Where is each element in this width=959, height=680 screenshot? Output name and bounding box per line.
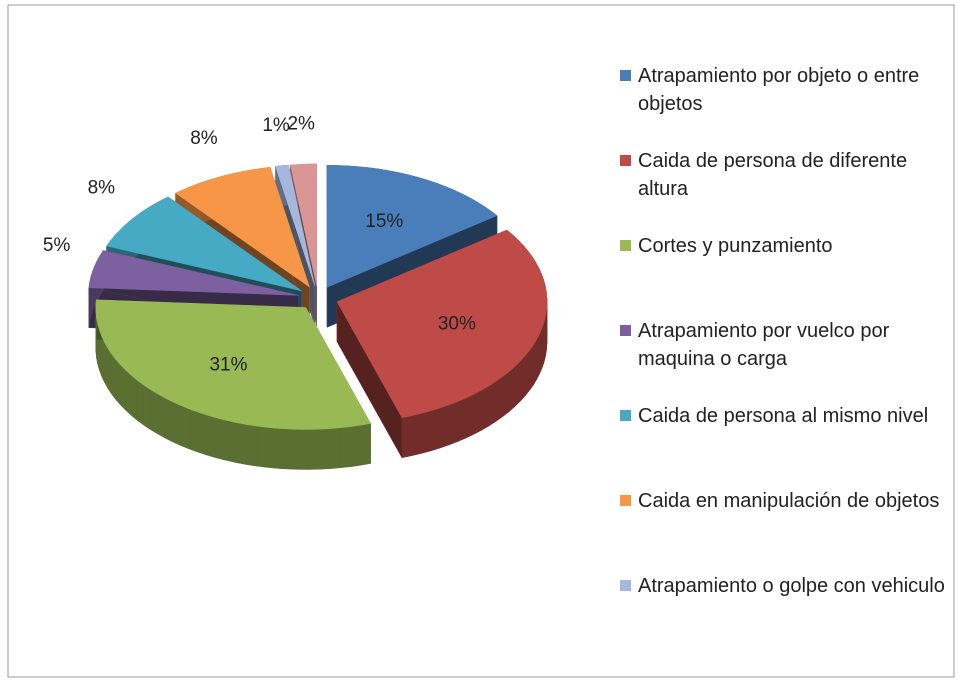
slice-side [143,384,151,430]
slice-top [336,229,548,418]
slice-side [298,429,310,470]
slice-side [115,358,121,406]
slice-side [533,338,537,387]
slice-side [104,341,108,388]
legend-label: Atrapamiento por vuelco por maquina o ca… [638,320,890,370]
slice-side [430,407,441,452]
slice-side [401,415,412,459]
slice-side [495,376,503,422]
slice-side [541,321,545,368]
slice-top [175,167,310,288]
legend-label: Atrapamiento por objeto o entre objetos [638,65,920,115]
slice-side [256,425,268,468]
slice-side [180,405,191,450]
slice-side [130,374,138,421]
data-label: 2% [287,113,315,134]
slice-side [448,401,458,446]
slice-side [287,428,299,470]
legend-entry: Atrapamiento por objeto o entre objetos [620,62,948,118]
slice-side [519,355,526,403]
legend-entry: Caida de persona de diferente altura [620,147,948,203]
legend-label: Caida en manipulación de objetos [638,490,940,512]
slice-side [236,422,247,465]
legend-entry: Caida en manipulación de objetos [620,487,948,515]
legend-label: Caida de persona de diferente altura [638,150,908,200]
data-label: 1% [262,115,290,136]
legend-swatch [620,495,631,506]
slice-side [360,423,371,466]
slice-side [411,413,422,457]
slice-side [136,379,144,426]
slice-side [524,349,530,397]
slice [336,229,548,459]
slice-side [539,327,543,374]
slice-side [246,424,258,467]
slice-side [536,333,540,380]
legend-entry: Atrapamiento por vuelco por maquina o ca… [620,317,948,373]
slice-side [439,404,450,449]
legend-swatch [620,70,631,81]
slice-side [329,427,341,469]
slice-top [106,196,302,292]
data-label: 31% [209,354,247,375]
slice-side [266,427,278,469]
slice-side [189,408,199,453]
legend-swatch [620,410,631,421]
slice-top [88,250,299,296]
slice-side [488,380,497,427]
slice-side [149,388,158,435]
slice-side [226,420,237,464]
slice-side [308,428,320,470]
legend-label: Atrapamiento o golpe con vehiculo [638,575,945,597]
slice-side [508,366,515,413]
legend-swatch [620,155,631,166]
legend-entry: Atrapamiento o golpe con vehiculo [620,572,948,600]
slice-side [481,385,490,431]
slice-top [290,163,317,287]
legend-label: Cortes y punzamiento [638,235,833,257]
slice-top [95,299,371,430]
slice-side [465,393,475,439]
slice-side [529,344,534,392]
slice-top [275,164,316,287]
slice-side [172,401,182,447]
slice-side [277,428,289,470]
legend-entry: Caida de persona al mismo nivel [620,402,948,430]
data-label: 5% [43,235,71,256]
slice-side [473,389,483,435]
legend-swatch [620,240,631,251]
slice-side [216,417,228,461]
slice [95,299,371,470]
slice-side [514,360,521,408]
slice-side [350,424,361,467]
legend-label: Caida de persona al mismo nivel [638,405,929,427]
slice-side [157,393,166,439]
legend-swatch [620,580,631,591]
slice-side [119,363,126,411]
slice-side [339,426,351,469]
slice-side [207,415,218,459]
slice-side [164,397,174,443]
slice-side [101,335,105,383]
slice-side [502,371,510,418]
slice-side [124,369,132,416]
slice-side [319,428,330,470]
slice-side [198,412,209,456]
slice-top [326,165,498,288]
legend-swatch [620,325,631,336]
data-label: 8% [190,128,218,149]
data-label: 8% [88,177,116,198]
legend-entry: Cortes y punzamiento [620,232,948,260]
slice-side [110,352,116,400]
data-label: 30% [438,313,476,334]
data-label: 15% [365,211,403,232]
slice-side [457,397,467,442]
slice-side [421,410,432,454]
slice-side [107,346,112,395]
